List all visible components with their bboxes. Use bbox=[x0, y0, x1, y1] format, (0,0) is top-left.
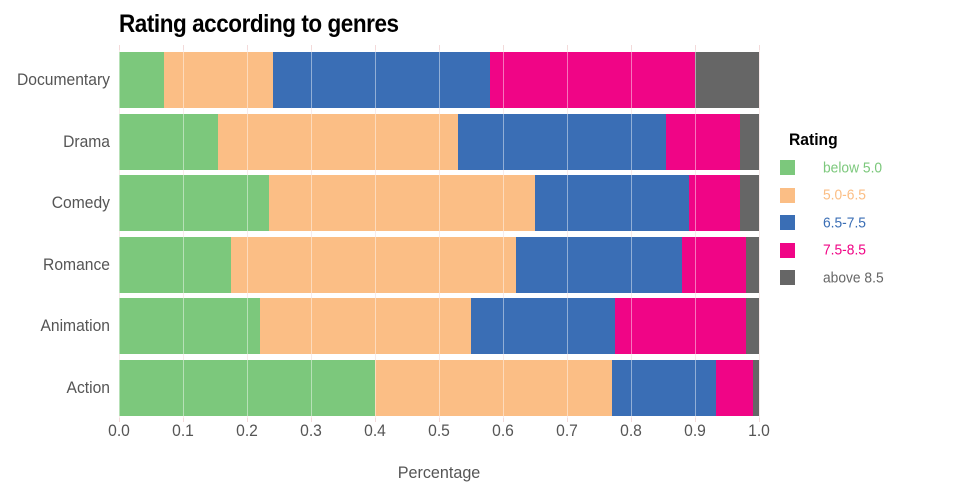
legend: Rating below 5.0 5.0-6.5 6.5-7.5 7.5-8.5 abo… bbox=[780, 130, 955, 298]
x-tick-label: 0.6 bbox=[492, 421, 514, 440]
legend-swatch-icon bbox=[780, 215, 795, 230]
gridline bbox=[503, 45, 504, 422]
x-tick-label: 1.0 bbox=[748, 421, 770, 440]
bar-segment[interactable] bbox=[611, 359, 717, 416]
bar-segment[interactable] bbox=[119, 113, 219, 170]
legend-entries: below 5.0 5.0-6.5 6.5-7.5 7.5-8.5 above 8.5 bbox=[780, 159, 955, 286]
bar-segment[interactable] bbox=[269, 175, 535, 231]
x-tick-label: 0.5 bbox=[428, 421, 450, 440]
bar-segment[interactable] bbox=[458, 113, 667, 170]
category-label: Romance bbox=[43, 254, 111, 274]
legend-entry[interactable]: 6.5-7.5 bbox=[780, 214, 955, 231]
legend-title: Rating bbox=[789, 130, 838, 149]
bar-row bbox=[119, 175, 759, 231]
bar-segment[interactable] bbox=[746, 298, 759, 354]
bar-segment[interactable] bbox=[231, 236, 516, 293]
x-tick-label: 0.8 bbox=[620, 421, 642, 440]
gridline bbox=[567, 45, 568, 422]
x-tick-label: 0.0 bbox=[108, 421, 130, 440]
gridline bbox=[311, 45, 312, 422]
x-tick-label: 0.3 bbox=[300, 421, 322, 440]
bar-segment[interactable] bbox=[739, 113, 759, 170]
legend-entry[interactable]: above 8.5 bbox=[780, 269, 955, 286]
bar-segment[interactable] bbox=[218, 113, 459, 170]
bar-row bbox=[119, 113, 759, 170]
bar-row bbox=[119, 359, 759, 416]
legend-label: 7.5-8.5 bbox=[823, 241, 866, 259]
x-axis-title: Percentage bbox=[397, 463, 481, 482]
legend-swatch-icon bbox=[780, 242, 795, 258]
category-label: Animation bbox=[40, 316, 110, 335]
bar-segment[interactable] bbox=[375, 359, 612, 416]
category-label: Action bbox=[66, 377, 110, 397]
x-tick-label: 0.9 bbox=[684, 421, 706, 440]
legend-entry[interactable]: below 5.0 bbox=[780, 159, 955, 176]
gridline bbox=[631, 45, 632, 422]
bar-segment[interactable] bbox=[119, 359, 375, 416]
bar-segment[interactable] bbox=[119, 236, 231, 293]
bar-segment[interactable] bbox=[688, 175, 740, 231]
gridline bbox=[695, 45, 696, 422]
plot-area bbox=[119, 50, 759, 418]
x-tick-label: 0.7 bbox=[556, 421, 578, 440]
bar-segment[interactable] bbox=[259, 298, 471, 354]
bar-segment[interactable] bbox=[739, 175, 759, 231]
x-tick-label: 0.1 bbox=[172, 421, 194, 440]
bar-row bbox=[119, 52, 759, 108]
bar-segment[interactable] bbox=[471, 298, 615, 354]
gridline bbox=[759, 45, 760, 422]
bar-segment[interactable] bbox=[490, 52, 695, 108]
bar-row bbox=[119, 298, 759, 354]
category-label: Documentary bbox=[16, 70, 110, 89]
legend-entry[interactable]: 7.5-8.5 bbox=[780, 241, 955, 259]
bar-segment[interactable] bbox=[666, 113, 740, 170]
bar-segment[interactable] bbox=[272, 52, 491, 108]
gridline bbox=[439, 45, 440, 422]
legend-swatch-icon bbox=[780, 187, 795, 203]
legend-entry[interactable]: 5.0-6.5 bbox=[780, 186, 955, 204]
bar-segment[interactable] bbox=[752, 359, 759, 416]
bar-segment[interactable] bbox=[119, 298, 260, 354]
legend-swatch-icon bbox=[780, 160, 795, 175]
category-label: Comedy bbox=[51, 193, 110, 212]
gridline bbox=[375, 45, 376, 422]
bar-segment[interactable] bbox=[515, 236, 683, 293]
bar-segment[interactable] bbox=[682, 236, 747, 293]
bar-segment[interactable] bbox=[119, 175, 270, 231]
bar-segment[interactable] bbox=[535, 175, 689, 231]
chart-title: Rating according to genres bbox=[119, 10, 399, 38]
gridline bbox=[183, 45, 184, 422]
gridline bbox=[247, 45, 248, 422]
bar-segment[interactable] bbox=[695, 52, 759, 108]
x-tick-label: 0.4 bbox=[364, 421, 386, 440]
bar-segment[interactable] bbox=[119, 52, 164, 108]
legend-label: 5.0-6.5 bbox=[823, 186, 866, 204]
bar-row bbox=[119, 236, 759, 293]
gridline bbox=[119, 45, 120, 422]
x-tick-label: 0.2 bbox=[236, 421, 258, 440]
bar-segment[interactable] bbox=[716, 359, 753, 416]
bar-segment[interactable] bbox=[746, 236, 759, 293]
legend-swatch-icon bbox=[780, 270, 795, 285]
bar-segment[interactable] bbox=[615, 298, 747, 354]
legend-label: 6.5-7.5 bbox=[823, 214, 866, 231]
legend-label: below 5.0 bbox=[823, 159, 883, 176]
legend-label: above 8.5 bbox=[823, 269, 884, 286]
category-label: Drama bbox=[63, 131, 110, 151]
bar-segment[interactable] bbox=[163, 52, 273, 108]
